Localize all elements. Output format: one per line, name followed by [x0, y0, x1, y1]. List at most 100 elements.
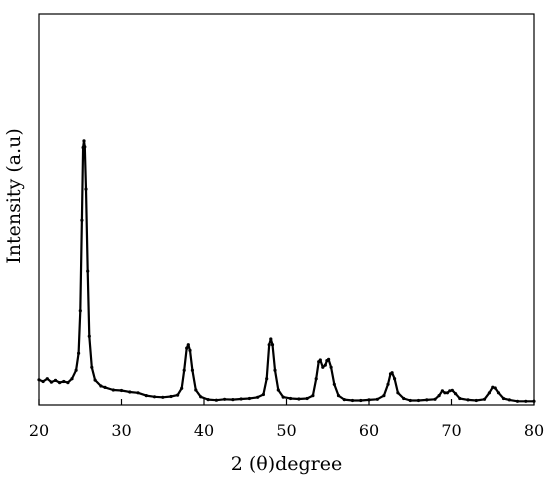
- data-point: [99, 384, 103, 388]
- data-point: [474, 398, 478, 403]
- data-point: [128, 390, 132, 394]
- data-point: [496, 391, 501, 395]
- data-point: [445, 391, 449, 395]
- data-point: [270, 343, 275, 347]
- data-point: [390, 371, 394, 375]
- data-point: [305, 396, 309, 401]
- data-point: [433, 397, 437, 401]
- x-axis-tick-labels: 20 30 40 50 60 70 80: [29, 421, 544, 440]
- data-point: [532, 399, 536, 403]
- data-point: [152, 395, 157, 399]
- data-point: [321, 365, 325, 369]
- data-point: [247, 396, 251, 401]
- data-point: [524, 399, 528, 403]
- x-tick-label-60: 60: [359, 421, 379, 440]
- x-axis-ticks: [38, 399, 535, 405]
- data-point: [289, 396, 293, 401]
- data-point: [37, 378, 41, 382]
- data-point: [487, 391, 491, 395]
- data-point: [416, 398, 421, 403]
- data-point: [443, 391, 447, 395]
- data-point: [265, 377, 269, 381]
- data-point: [408, 398, 412, 403]
- data-point: [86, 269, 90, 273]
- data-point: [103, 385, 107, 389]
- x-tick-label-80: 80: [524, 421, 544, 440]
- data-point: [261, 392, 265, 397]
- data-point: [84, 187, 88, 191]
- data-point: [267, 343, 271, 347]
- data-point: [281, 395, 285, 399]
- data-point: [185, 346, 189, 350]
- data-point: [448, 389, 452, 393]
- x-tick-label-20: 20: [29, 421, 49, 440]
- data-point: [49, 380, 54, 384]
- data-point: [190, 368, 194, 372]
- data-point: [367, 398, 371, 402]
- data-point: [186, 343, 190, 347]
- data-point: [450, 388, 454, 392]
- data-point: [78, 309, 82, 313]
- data-point: [396, 391, 400, 395]
- data-point: [493, 386, 497, 390]
- data-point: [318, 358, 322, 362]
- data-point: [66, 381, 70, 385]
- data-point: [239, 397, 243, 401]
- x-axis-label: 2 (θ)degree: [231, 453, 343, 475]
- data-point: [74, 368, 78, 372]
- data-point: [45, 377, 49, 381]
- data-point: [332, 382, 336, 386]
- data-point: [182, 368, 186, 372]
- data-point: [111, 388, 115, 392]
- series-line: [38, 139, 534, 403]
- data-point: [382, 394, 386, 398]
- data-point: [501, 396, 506, 401]
- data-point: [256, 395, 260, 399]
- data-point: [80, 218, 84, 222]
- data-point: [359, 398, 363, 403]
- x-tick-label-30: 30: [111, 421, 131, 440]
- data-point: [515, 399, 520, 403]
- data-point: [41, 379, 45, 384]
- data-point: [176, 393, 180, 397]
- plot-frame: [38, 13, 535, 406]
- data-point: [491, 385, 495, 389]
- data-point: [323, 363, 327, 367]
- data-point: [437, 394, 441, 398]
- data-point: [223, 397, 227, 401]
- data-point: [276, 388, 280, 392]
- data-point: [440, 389, 444, 393]
- data-point: [458, 396, 462, 401]
- data-point: [119, 388, 124, 393]
- data-point: [402, 396, 406, 401]
- data-point: [273, 368, 277, 372]
- x-tick-label-50: 50: [276, 421, 296, 440]
- data-point: [231, 398, 235, 402]
- y-axis-label: Intensity (a.u): [3, 128, 25, 264]
- data-point: [90, 365, 94, 369]
- data-point: [161, 395, 165, 399]
- data-point: [83, 145, 87, 149]
- data-point: [454, 392, 458, 396]
- data-point: [314, 377, 318, 381]
- data-point: [466, 398, 470, 402]
- data-point: [425, 398, 429, 402]
- data-point: [507, 398, 511, 402]
- data-point: [93, 378, 97, 382]
- data-point: [482, 397, 487, 401]
- data-point: [82, 139, 86, 143]
- x-tick-label-40: 40: [194, 421, 214, 440]
- series-markers: [37, 139, 536, 403]
- data-point: [53, 378, 58, 382]
- data-point: [386, 382, 390, 386]
- data-point: [136, 391, 140, 395]
- data-point: [311, 394, 315, 398]
- data-point: [336, 394, 341, 398]
- data-point: [329, 365, 333, 369]
- data-point: [188, 348, 192, 352]
- data-point: [169, 394, 173, 399]
- data-point: [327, 357, 331, 361]
- data-point: [194, 388, 198, 392]
- data-point: [77, 351, 81, 355]
- data-point: [206, 398, 210, 402]
